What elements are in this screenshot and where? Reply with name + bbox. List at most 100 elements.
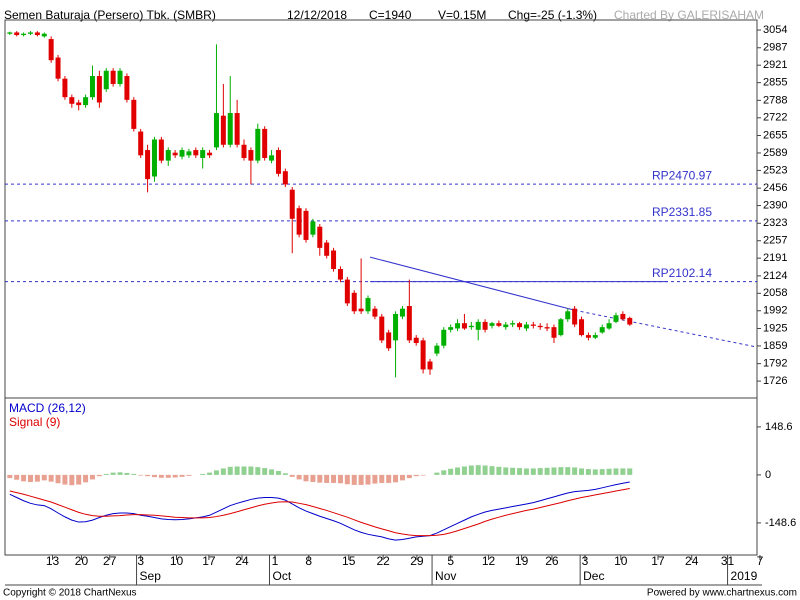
histogram-bar xyxy=(200,473,206,475)
x-tick-label: 1 xyxy=(272,554,279,568)
y-tick-label: 2987 xyxy=(763,42,787,54)
histogram-bar xyxy=(406,474,412,479)
histogram-bar xyxy=(275,471,281,475)
candle-body xyxy=(537,325,543,328)
candle-body xyxy=(248,150,254,161)
y-tick-label: 2722 xyxy=(763,112,787,124)
histogram-bar xyxy=(434,472,440,475)
candle-body xyxy=(572,308,578,325)
histogram-bar xyxy=(489,466,495,475)
candle-body xyxy=(358,308,364,312)
histogram-bar xyxy=(179,474,185,477)
credit: Charted By GALERISAHAM xyxy=(614,8,764,22)
y-tick-label: 1992 xyxy=(763,305,787,317)
histogram-bar xyxy=(151,474,157,478)
candle-body xyxy=(14,32,20,36)
histogram-bar xyxy=(27,474,33,482)
candle-body xyxy=(220,115,226,145)
level-label: RP2331.85 xyxy=(652,205,712,219)
candle-body xyxy=(186,151,192,156)
candle-body xyxy=(331,250,337,270)
candle-body xyxy=(310,221,316,235)
histogram-bar xyxy=(358,474,364,485)
histogram-bar xyxy=(317,474,323,483)
histogram-bar xyxy=(337,474,343,484)
candle-body xyxy=(420,340,426,370)
candle-body xyxy=(606,323,612,329)
candle-body xyxy=(289,189,295,219)
histogram-bar xyxy=(461,466,467,475)
candle-body xyxy=(55,57,61,79)
histogram-bar xyxy=(496,466,502,475)
candle-body xyxy=(303,210,309,240)
histogram-bar xyxy=(172,474,178,478)
candle-body xyxy=(131,99,137,129)
y-tick-label: 1792 xyxy=(763,358,787,370)
y-tick-label: 1925 xyxy=(763,322,787,334)
candle-body xyxy=(406,306,412,341)
candle-body xyxy=(448,327,454,330)
histogram-bar xyxy=(207,472,213,475)
volume: V=0.15M xyxy=(438,8,486,22)
histogram-bar xyxy=(565,467,571,475)
candle-body xyxy=(592,335,598,338)
x-tick-label: 5 xyxy=(447,554,454,568)
y-tick-label: 2191 xyxy=(763,252,787,264)
x-tick-label: 7 xyxy=(757,554,764,568)
histogram-bar xyxy=(413,474,419,477)
candle-body xyxy=(455,323,461,329)
x-tick-label: 8 xyxy=(305,554,312,568)
histogram-bar xyxy=(14,474,20,480)
histogram-bar xyxy=(420,474,426,476)
histogram-bar xyxy=(76,474,82,485)
histogram-bar xyxy=(572,467,578,475)
y-tick-label: 148.6 xyxy=(765,421,793,433)
candle-body xyxy=(117,70,123,84)
histogram-bar xyxy=(234,466,240,475)
histogram-bar xyxy=(365,474,371,485)
histogram-bar xyxy=(613,468,619,475)
histogram-bar xyxy=(399,474,405,481)
histogram-bar xyxy=(585,469,591,475)
histogram-bar xyxy=(186,474,192,476)
candle-body xyxy=(579,319,585,336)
candle-body xyxy=(503,324,509,328)
candle-body xyxy=(551,327,557,338)
candle-body xyxy=(21,33,27,36)
histogram-bar xyxy=(48,474,54,482)
candle-body xyxy=(461,323,467,329)
y-tick-label: 0 xyxy=(765,469,771,481)
histogram-bar xyxy=(282,473,288,475)
histogram-bar xyxy=(537,468,543,475)
candle-body xyxy=(413,337,419,344)
histogram-bar xyxy=(558,467,564,475)
indicator-line xyxy=(9,481,630,541)
candle-body xyxy=(372,308,378,317)
candle-body xyxy=(475,321,481,330)
histogram-bar xyxy=(303,474,309,482)
month-label: 2019 xyxy=(731,569,758,583)
histogram-bar xyxy=(7,474,13,479)
histogram-bar xyxy=(96,474,102,477)
candle-body xyxy=(172,152,178,156)
x-tick-label: 3 xyxy=(582,554,589,568)
month-label: Oct xyxy=(273,569,292,583)
y-tick-label: 2257 xyxy=(763,235,787,247)
candle-body xyxy=(482,321,488,330)
histogram-bar xyxy=(145,474,151,477)
candle-body xyxy=(523,324,529,329)
histogram-bar xyxy=(55,474,61,484)
histogram-bar xyxy=(117,472,123,475)
candle-body xyxy=(530,324,536,326)
histogram-bar xyxy=(241,466,247,475)
x-tick-label: 27 xyxy=(103,554,117,568)
y-tick-label: 2788 xyxy=(763,94,787,106)
histogram-bar xyxy=(503,467,509,475)
candle-body xyxy=(510,323,516,325)
candle-body xyxy=(282,171,288,185)
histogram-bar xyxy=(592,469,598,475)
candle-body xyxy=(399,308,405,317)
candle-body xyxy=(255,128,261,161)
